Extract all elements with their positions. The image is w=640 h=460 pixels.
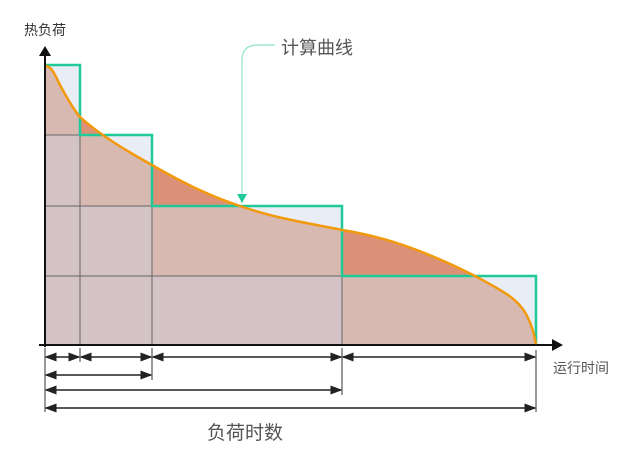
x-axis-arrow-icon <box>552 339 563 351</box>
y-axis-arrow-icon <box>39 46 51 56</box>
curve-label: 计算曲线 <box>281 38 353 59</box>
level-block <box>45 206 152 276</box>
level-block <box>45 135 80 206</box>
grid-lines <box>45 134 343 345</box>
curve-leader-line <box>241 44 275 195</box>
x-axis-label: 运行时间 <box>553 361 609 377</box>
dimension-arrows <box>44 352 537 413</box>
curve-leader-arrow-icon <box>237 194 247 203</box>
calculated-curve <box>44 64 538 346</box>
step-line <box>45 63 538 345</box>
y-axis-label: 热负荷 <box>24 23 66 39</box>
level-block <box>45 276 342 345</box>
duration-label: 负荷时数 <box>207 422 284 444</box>
